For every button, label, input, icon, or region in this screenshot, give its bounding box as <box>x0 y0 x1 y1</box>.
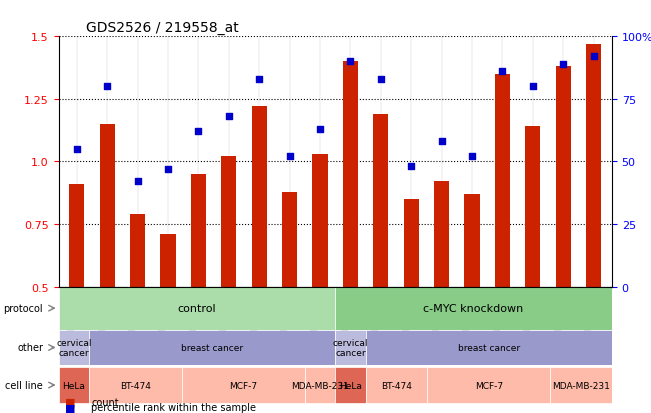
FancyBboxPatch shape <box>335 330 366 366</box>
Text: breast cancer: breast cancer <box>181 343 243 352</box>
Bar <box>525 127 540 287</box>
FancyBboxPatch shape <box>428 368 551 403</box>
Point <box>315 126 326 133</box>
FancyBboxPatch shape <box>182 368 305 403</box>
Bar <box>252 107 267 287</box>
Point <box>589 54 599 60</box>
Text: ■: ■ <box>65 397 76 407</box>
Text: GDS2526 / 219558_at: GDS2526 / 219558_at <box>86 21 239 35</box>
Text: BT-474: BT-474 <box>381 381 412 389</box>
Point <box>132 179 143 185</box>
Point <box>345 59 355 65</box>
Text: cell line: cell line <box>5 380 43 390</box>
Text: c-MYC knockdown: c-MYC knockdown <box>424 304 523 313</box>
Text: cervical
cancer: cervical cancer <box>333 338 368 357</box>
Bar <box>221 157 236 287</box>
Bar <box>343 62 358 287</box>
Point <box>193 129 204 135</box>
Bar <box>130 214 145 287</box>
Point <box>72 146 82 153</box>
FancyBboxPatch shape <box>366 368 428 403</box>
Text: ■: ■ <box>65 402 76 412</box>
Bar <box>434 182 449 287</box>
FancyBboxPatch shape <box>59 368 89 403</box>
FancyBboxPatch shape <box>89 368 182 403</box>
Bar <box>312 154 327 287</box>
Text: MDA-MB-231: MDA-MB-231 <box>291 381 349 389</box>
FancyBboxPatch shape <box>305 368 335 403</box>
Bar <box>160 235 176 287</box>
Text: MCF-7: MCF-7 <box>475 381 503 389</box>
Point <box>224 114 234 121</box>
Text: percentile rank within the sample: percentile rank within the sample <box>91 402 256 412</box>
Point <box>284 154 295 160</box>
FancyBboxPatch shape <box>89 330 335 366</box>
FancyBboxPatch shape <box>551 368 612 403</box>
FancyBboxPatch shape <box>59 330 89 366</box>
Point <box>406 164 417 171</box>
Bar <box>282 192 298 287</box>
Text: MCF-7: MCF-7 <box>229 381 257 389</box>
Bar <box>404 199 419 287</box>
Bar <box>69 185 85 287</box>
Text: count: count <box>91 397 118 407</box>
Text: control: control <box>178 304 216 313</box>
Point <box>528 84 538 90</box>
Bar <box>556 67 571 287</box>
Point <box>558 62 568 68</box>
Bar <box>464 195 480 287</box>
Point <box>163 166 173 173</box>
Bar <box>495 75 510 287</box>
Point <box>376 76 386 83</box>
Bar <box>373 115 389 287</box>
FancyBboxPatch shape <box>59 287 335 330</box>
Text: HeLa: HeLa <box>62 381 85 389</box>
FancyBboxPatch shape <box>335 368 366 403</box>
Point <box>467 154 477 160</box>
Point <box>102 84 113 90</box>
FancyBboxPatch shape <box>335 287 612 330</box>
FancyBboxPatch shape <box>366 330 612 366</box>
Text: breast cancer: breast cancer <box>458 343 520 352</box>
Text: cervical
cancer: cervical cancer <box>56 338 92 357</box>
Text: other: other <box>17 343 43 353</box>
Text: HeLa: HeLa <box>339 381 362 389</box>
Point <box>254 76 264 83</box>
Bar <box>586 45 602 287</box>
Bar <box>100 125 115 287</box>
Text: protocol: protocol <box>4 304 43 313</box>
Bar <box>191 175 206 287</box>
Point <box>436 139 447 145</box>
Text: MDA-MB-231: MDA-MB-231 <box>552 381 610 389</box>
Point <box>497 69 508 76</box>
Text: BT-474: BT-474 <box>120 381 151 389</box>
